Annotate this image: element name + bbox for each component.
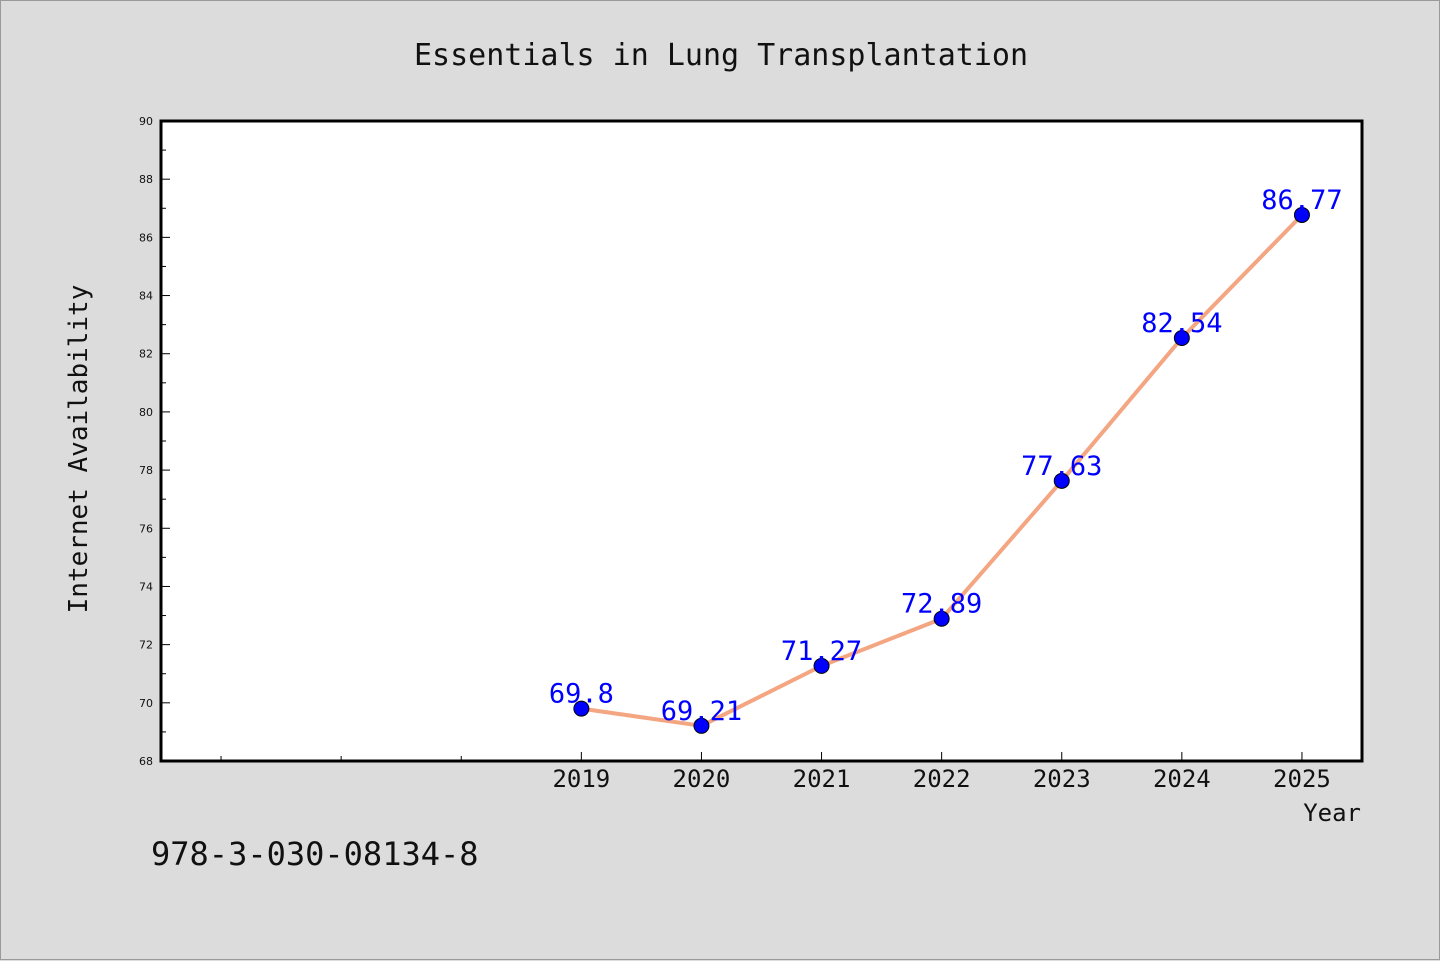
x-tick-label: 2019 [552, 765, 610, 793]
data-point [813, 657, 830, 674]
x-tick-label: 2023 [1033, 765, 1091, 793]
y-tick-label: 90 [139, 115, 153, 128]
data-point [1293, 206, 1310, 223]
y-axis-label: Internet Availability [64, 285, 94, 614]
x-tick-label: 2021 [793, 765, 851, 793]
y-tick-label: 74 [139, 580, 153, 593]
data-point [573, 700, 590, 717]
y-tick-label: 68 [139, 755, 153, 768]
y-tick-label: 84 [139, 290, 153, 303]
x-tick-label: 2024 [1153, 765, 1211, 793]
y-tick-label: 88 [139, 173, 153, 186]
x-tick-label: 2020 [673, 765, 731, 793]
x-tick-label: 2022 [913, 765, 971, 793]
data-label: 69.8 [549, 679, 614, 710]
data-label: 69.21 [661, 696, 742, 727]
x-axis-label: Year [1303, 799, 1361, 827]
data-label: 77.63 [1021, 451, 1102, 482]
data-label: 72.89 [901, 589, 982, 620]
y-axis-ticks: 68 70 72 74 76 78 80 82 84 86 88 90 [139, 115, 170, 768]
data-label: 82.54 [1141, 308, 1222, 339]
data-label: 86.77 [1261, 185, 1342, 216]
series-layer: 69.8 69.21 71.27 72.89 77.63 82.54 86.77 [549, 185, 1343, 734]
y-tick-label: 86 [139, 231, 153, 244]
plot-area [159, 119, 1364, 763]
y-tick-label: 76 [139, 522, 153, 535]
y-tick-label: 82 [139, 348, 153, 361]
data-point [1173, 330, 1190, 347]
y-tick-label: 78 [139, 464, 153, 477]
chart-title: Essentials in Lung Transplantation [414, 38, 1028, 73]
y-tick-label: 70 [139, 697, 153, 710]
y-tick-label: 72 [139, 639, 153, 652]
y-tick-label: 80 [139, 406, 153, 419]
data-point [693, 717, 710, 734]
data-label: 71.27 [781, 636, 862, 667]
data-point [1053, 472, 1070, 489]
x-tick-label: 2025 [1273, 765, 1331, 793]
x-axis-ticks: 2019 2020 2021 2022 2023 2024 2025 [220, 752, 1331, 793]
isbn-text: 978-3-030-08134-8 [151, 835, 479, 873]
data-point [933, 610, 950, 627]
